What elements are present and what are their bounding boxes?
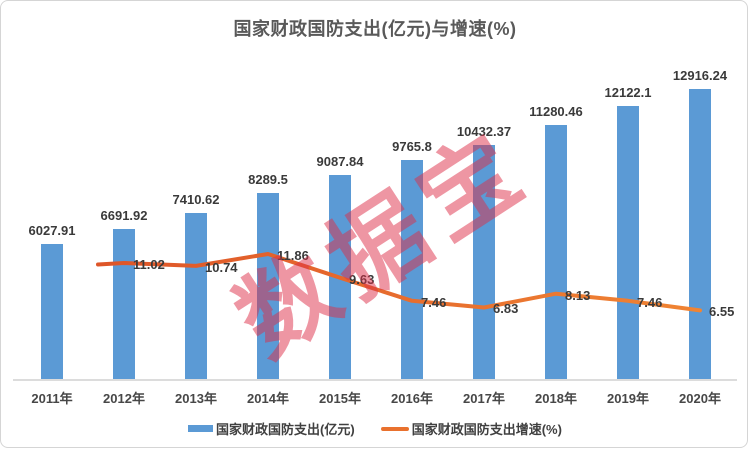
bar-value-label: 12122.1: [604, 85, 652, 101]
line-point-label: 7.46: [421, 294, 447, 310]
x-axis-label: 2013年: [175, 391, 217, 406]
chart-title: 国家财政国防支出(亿元)与增速(%): [233, 19, 517, 39]
x-axis-label: 2014年: [247, 391, 289, 406]
bar-value-label: 11280.46: [529, 104, 583, 120]
legend-item-line-series: 国家财政国防支出增速(%): [380, 419, 562, 438]
bar-2018年: [545, 125, 567, 379]
x-axis-label: 2016年: [391, 391, 433, 406]
bar-2017年: [473, 144, 495, 379]
line-point-label: 6.83: [493, 301, 519, 317]
legend: 国家财政国防支出(亿元) 国家财政国防支出增速(%): [1, 419, 748, 438]
bar-2013年: [185, 212, 207, 379]
line-point-label: 11.86: [277, 248, 309, 264]
bar-value-label: 12916.24: [672, 67, 728, 83]
bar-value-label: 10432.37: [456, 123, 512, 139]
x-axis-line: [13, 379, 737, 381]
bar-value-label: 6691.92: [100, 207, 148, 223]
bar-2019年: [617, 106, 639, 379]
bar-value-label: 9765.8: [392, 138, 432, 154]
line-series-swatch-icon: [380, 426, 409, 431]
line-point-label: 6.55: [709, 304, 735, 320]
bar-2015年: [329, 174, 351, 379]
bar-value-label: 7410.62: [172, 191, 220, 207]
bar-2012年: [113, 228, 135, 379]
bar-value-label: 6027.91: [28, 222, 76, 238]
x-axis-label: 2019年: [607, 391, 649, 406]
line-point-label: 8.13: [565, 287, 591, 303]
legend-item-bar-series: 国家财政国防支出(亿元): [188, 419, 355, 438]
x-axis-label: 2017年: [463, 391, 505, 406]
x-axis-label: 2018年: [535, 391, 577, 406]
bar-2011年: [41, 243, 63, 379]
bar-series-label: 国家财政国防支出(亿元): [216, 422, 355, 437]
bar-value-label: 9087.84: [316, 153, 364, 169]
line-series-label: 国家财政国防支出增速(%): [411, 422, 562, 437]
line-point-label: 11.02: [133, 256, 165, 272]
line-point-label: 7.46: [637, 294, 663, 310]
x-axis-label: 2020年: [679, 391, 721, 406]
bar-2016年: [401, 159, 423, 379]
line-point-label: 9.63: [349, 271, 375, 287]
bar-value-label: 8289.5: [248, 171, 288, 187]
bar-2020年: [689, 88, 711, 379]
bar-2014年: [257, 192, 279, 379]
x-axis-label: 2012年: [103, 391, 145, 406]
x-axis-label: 2011年: [31, 391, 73, 406]
bar-series-swatch-icon: [188, 425, 214, 432]
line-point-label: 10.74: [205, 259, 238, 275]
x-axis-label: 2015年: [319, 391, 361, 406]
